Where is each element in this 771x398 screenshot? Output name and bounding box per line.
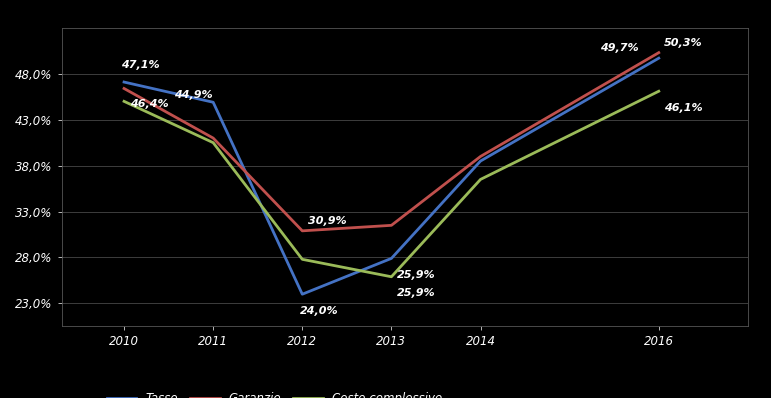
Text: 47,1%: 47,1% [121, 60, 160, 70]
Text: 25,9%: 25,9% [397, 288, 436, 298]
Text: 49,7%: 49,7% [601, 43, 639, 53]
Text: 30,9%: 30,9% [308, 216, 346, 226]
Text: 50,3%: 50,3% [665, 38, 703, 48]
Text: 46,1%: 46,1% [665, 103, 703, 113]
Text: 25,9%: 25,9% [397, 270, 436, 280]
Legend: Tasso, Garanzie, Costo complessivo: Tasso, Garanzie, Costo complessivo [102, 388, 447, 398]
Text: 46,4%: 46,4% [130, 99, 168, 109]
Text: 44,9%: 44,9% [174, 90, 213, 100]
Text: 24,0%: 24,0% [299, 306, 338, 316]
